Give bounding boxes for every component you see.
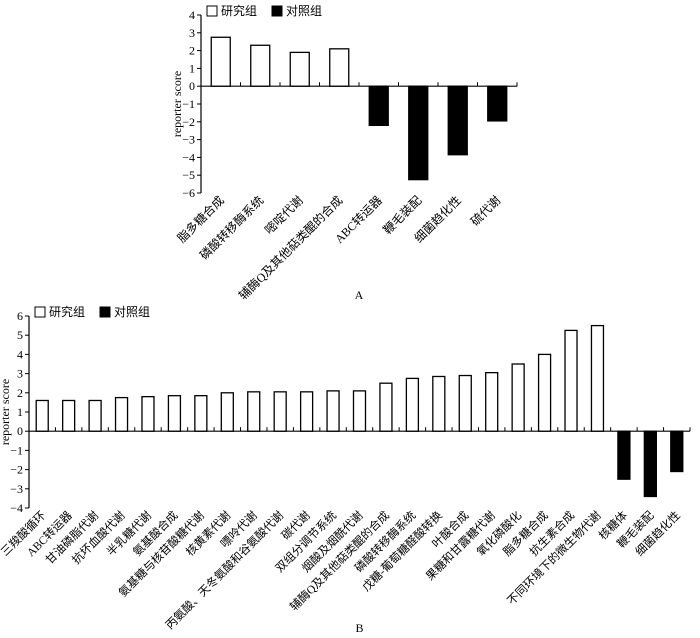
bar xyxy=(114,396,129,432)
bar xyxy=(564,329,578,432)
y-tick-label: 1 xyxy=(189,61,195,75)
bar xyxy=(194,395,208,432)
y-tick-label: 5 xyxy=(17,328,23,342)
bar xyxy=(670,430,684,473)
bar xyxy=(329,48,350,87)
y-tick-label: 3 xyxy=(17,367,23,381)
bar xyxy=(88,399,102,432)
y-axis-label: reporter score xyxy=(170,71,184,137)
y-tick-label: 0 xyxy=(189,79,195,93)
bar xyxy=(511,363,525,432)
bar xyxy=(379,382,393,432)
bar xyxy=(299,391,314,432)
y-tick-label: 2 xyxy=(189,44,195,58)
y-tick-label: 3 xyxy=(189,26,195,40)
bar xyxy=(167,395,182,432)
bar xyxy=(250,44,271,87)
bar xyxy=(35,399,49,432)
bar xyxy=(247,391,261,432)
y-tick-label: 4 xyxy=(17,347,23,361)
legend-label-control: 对照组 xyxy=(286,4,322,18)
bar xyxy=(408,85,429,181)
y-tick-label: −3 xyxy=(182,133,195,147)
y-tick-label: −2 xyxy=(10,463,23,477)
y-tick-label: −3 xyxy=(10,482,23,496)
y-tick-label: −1 xyxy=(10,443,23,457)
y-tick-label: 6 xyxy=(17,309,23,323)
y-tick-label: −4 xyxy=(182,150,195,164)
legend-swatch-control xyxy=(99,306,111,318)
bar xyxy=(643,430,657,498)
bar xyxy=(62,399,76,432)
bar xyxy=(220,392,234,432)
bar xyxy=(289,51,310,87)
bar xyxy=(485,371,499,432)
legend-swatch-study xyxy=(34,306,46,318)
legend-label-study: 研究组 xyxy=(221,3,257,18)
x-tick-label: 硫代谢 xyxy=(467,193,503,229)
legend-label-control: 对照组 xyxy=(114,305,150,319)
bar xyxy=(210,36,231,87)
bar xyxy=(326,390,340,432)
panel-label: B xyxy=(355,621,363,635)
bar xyxy=(368,85,389,127)
y-tick-label: 4 xyxy=(189,8,195,22)
bar xyxy=(352,390,367,432)
bar xyxy=(487,85,508,122)
bar xyxy=(405,377,420,432)
bar xyxy=(537,353,552,432)
y-tick-label: 1 xyxy=(17,405,23,419)
bar xyxy=(273,391,287,432)
bar xyxy=(141,395,155,432)
y-tick-label: −4 xyxy=(10,501,23,515)
panel-label: A xyxy=(355,288,364,302)
y-tick-label: −2 xyxy=(182,115,195,129)
legend-swatch-study xyxy=(206,5,218,17)
bar xyxy=(617,430,631,480)
y-tick-label: −5 xyxy=(182,168,195,182)
bar xyxy=(458,374,472,432)
legend-label-study: 研究组 xyxy=(49,304,85,319)
y-tick-label: 2 xyxy=(17,386,23,400)
bar xyxy=(447,85,468,156)
y-axis-label: reporter score xyxy=(0,379,12,445)
bar xyxy=(590,324,605,432)
legend-swatch-control xyxy=(271,5,283,17)
y-tick-label: −1 xyxy=(182,97,195,111)
y-tick-label: −6 xyxy=(182,186,195,200)
bar xyxy=(432,375,446,432)
y-tick-label: 0 xyxy=(17,424,23,438)
